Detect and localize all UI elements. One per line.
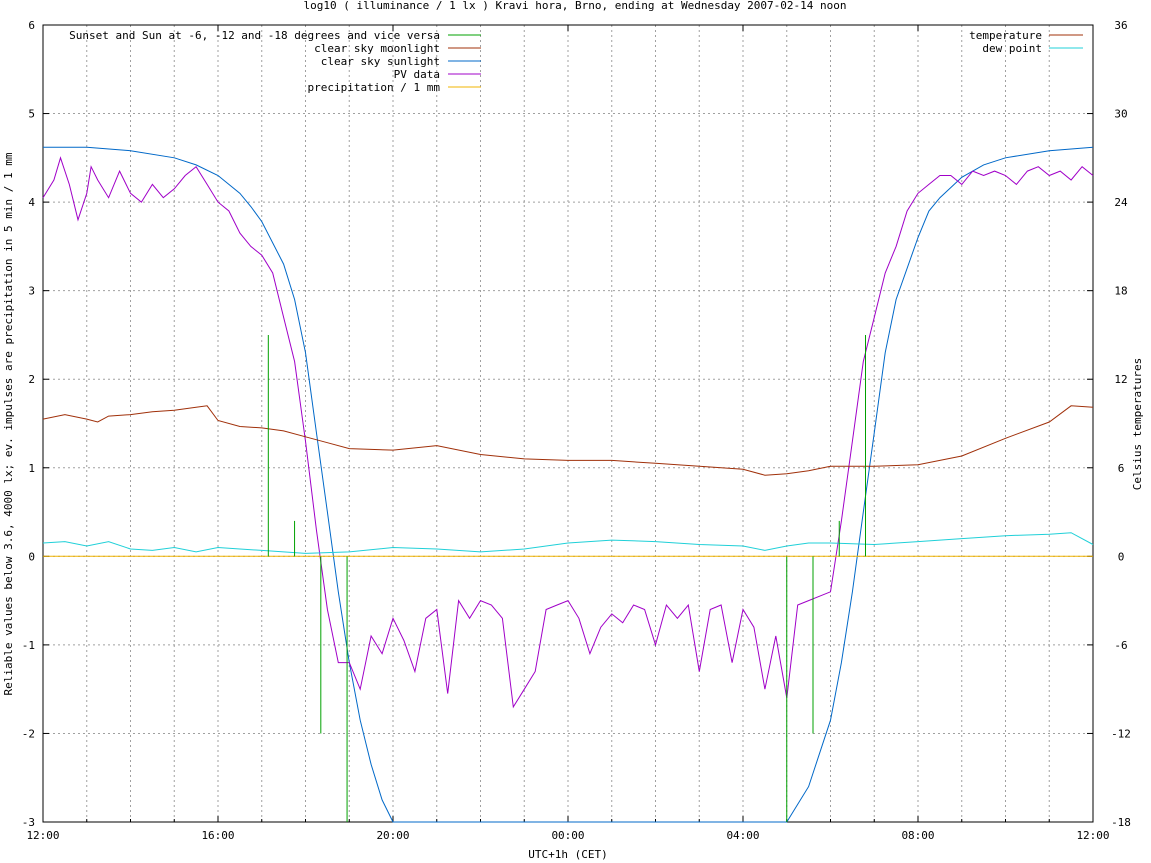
x-tick-label: 08:00	[901, 829, 934, 842]
x-tick-label: 00:00	[551, 829, 584, 842]
y2-tick-label: 12	[1114, 373, 1127, 386]
y2-tick-label: 0	[1118, 550, 1125, 563]
x-axis-label: UTC+1h (CET)	[528, 848, 607, 861]
y2-tick-label: -12	[1111, 727, 1131, 740]
legend-label: clear sky sunlight	[321, 55, 440, 68]
data-series	[42, 146, 1094, 823]
legend-label: PV data	[394, 68, 440, 81]
y2-tick-label: -18	[1111, 816, 1131, 829]
y-tick-label: 4	[28, 196, 35, 209]
y2-tick-label: -6	[1114, 639, 1127, 652]
x-tick-label: 04:00	[726, 829, 759, 842]
chart-title: log10 ( illuminance / 1 lx ) Kravi hora,…	[303, 0, 846, 12]
y2-tick-label: 30	[1114, 108, 1127, 121]
series-line-dew-point	[42, 532, 1094, 554]
y2-axis-label: Celsius temperatures	[1131, 358, 1144, 490]
y2-tick-label: 36	[1114, 19, 1127, 32]
y-tick-label: -2	[22, 727, 35, 740]
y-tick-label: -3	[22, 816, 35, 829]
legend-label: dew point	[982, 42, 1042, 55]
y-tick-label: -1	[22, 639, 35, 652]
y2-tick-label: 24	[1114, 196, 1128, 209]
y-tick-label: 0	[28, 550, 35, 563]
axes: 12:00 16:00 20:00 00:00 04:00 08:00 12:00-3-2-…	[22, 19, 1131, 842]
y2-tick-label: 18	[1114, 285, 1127, 298]
y-tick-label: 3	[28, 285, 35, 298]
series-line-clear-sky-sunlight	[43, 146, 1094, 823]
plot-frame	[42, 24, 1094, 823]
y-tick-label: 6	[28, 19, 35, 32]
x-tick-label: 12:00	[26, 829, 59, 842]
y-tick-label: 1	[28, 462, 35, 475]
legend-label: precipitation / 1 mm	[308, 81, 441, 94]
x-tick-label: 20:00	[376, 829, 409, 842]
legend-label: temperature	[969, 29, 1042, 42]
y-tick-label: 2	[28, 373, 35, 386]
grid-lines	[43, 25, 1093, 822]
legend-label: clear sky moonlight	[314, 42, 440, 55]
y2-tick-label: 6	[1118, 462, 1125, 475]
series-line-pv-data	[42, 156, 1094, 709]
x-tick-label: 12:00	[1076, 829, 1109, 842]
x-tick-label: 16:00	[201, 829, 234, 842]
legend-left: Sunset and Sun at -6, -12 and -18 degree…	[69, 29, 481, 94]
y-axis-label: Reliable values below 3.6, 4000 lx; ev. …	[2, 152, 15, 695]
legend-label: Sunset and Sun at -6, -12 and -18 degree…	[69, 29, 440, 42]
series-line-temperature	[42, 405, 1094, 476]
y-tick-label: 5	[28, 108, 35, 121]
